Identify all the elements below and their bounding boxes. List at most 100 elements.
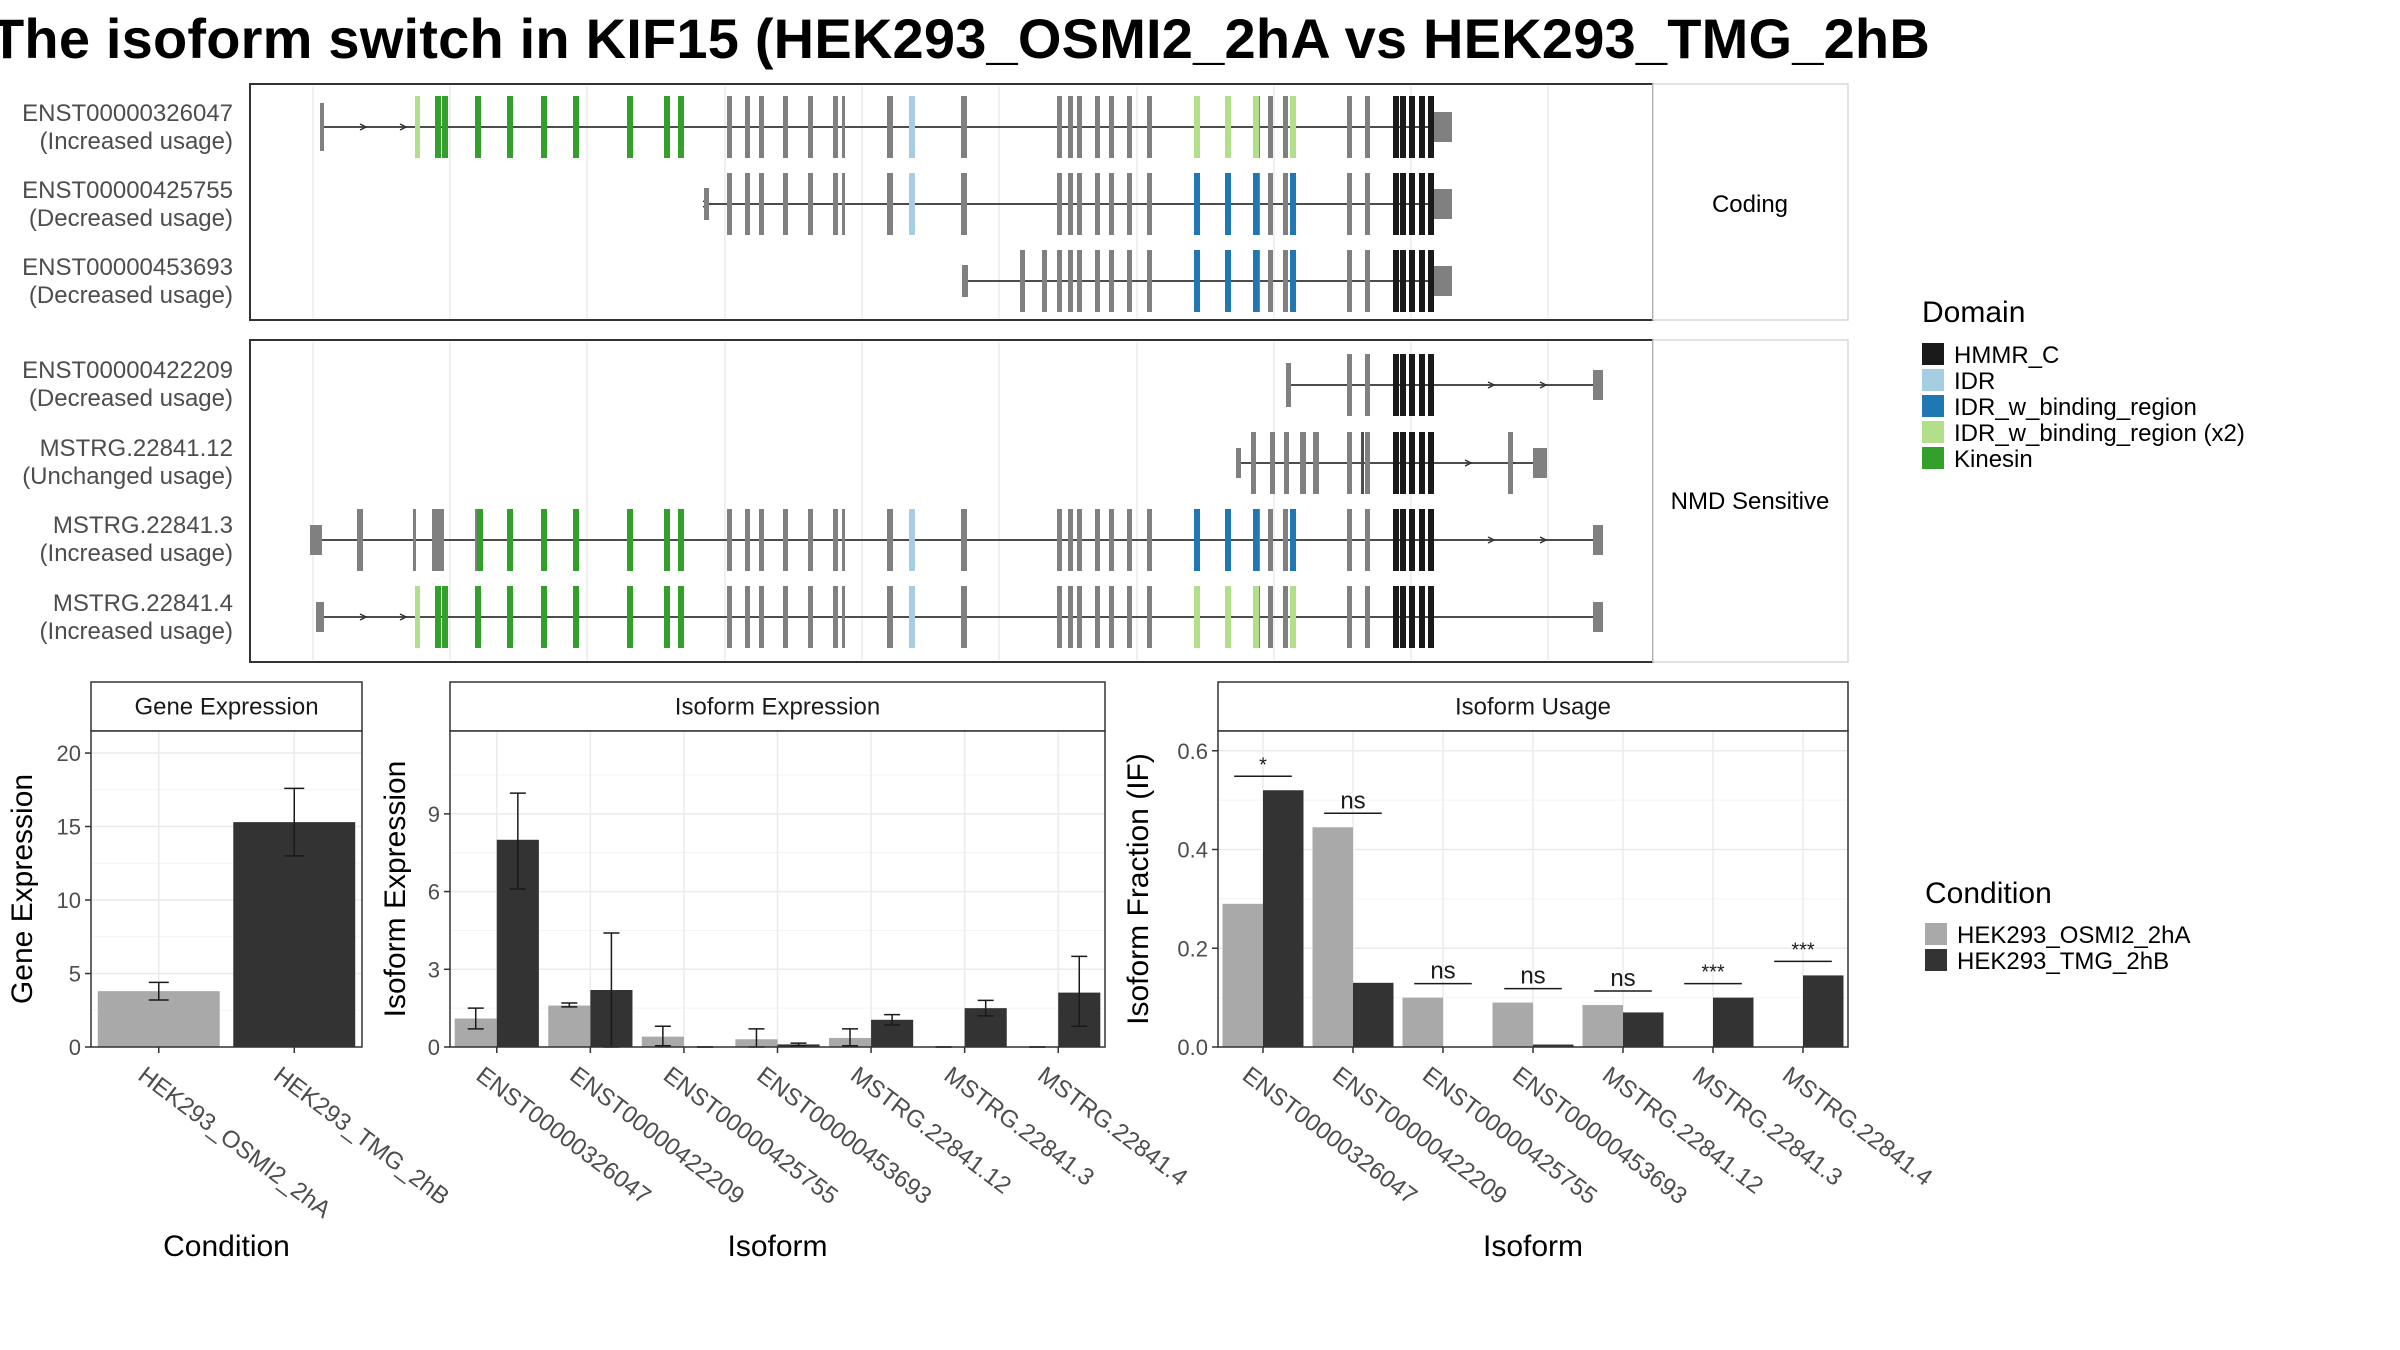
exon-block	[1428, 250, 1434, 312]
exon-block	[1347, 354, 1352, 416]
utr-block	[1236, 448, 1241, 478]
x-tick-label: ENST00000422209	[565, 1062, 750, 1210]
exon-block	[1419, 586, 1425, 648]
exon-block	[759, 509, 764, 571]
legend-label: IDR_w_binding_region	[1954, 394, 2197, 421]
y-axis-title: Gene Expression	[6, 774, 39, 1004]
exon-block	[627, 586, 633, 648]
strand-arrow	[359, 613, 368, 621]
exon-block	[1253, 173, 1259, 235]
facet-strip	[449, 681, 1106, 732]
exon-block	[1419, 432, 1425, 494]
panel-title: Isoform Expression	[675, 694, 880, 721]
structure-tracks	[310, 96, 1603, 648]
exon-block	[1109, 250, 1114, 312]
significance-label: ns	[1610, 965, 1635, 992]
exon-block	[745, 509, 750, 571]
x-tick-label: MSTRG.22841.12	[845, 1062, 1016, 1200]
isoform-label-usage: (Decreased usage)	[29, 282, 233, 309]
exon-block	[1290, 586, 1296, 648]
exon-block	[442, 96, 448, 158]
exon-block	[1400, 432, 1406, 494]
y-tick-label: 0.2	[1177, 936, 1208, 961]
exon-block	[627, 509, 633, 571]
isoform-usage-panel: Isoform Usage 0.0 0.2 0.4 0.6 * ns ns ns ns *** ***…	[1122, 681, 1937, 1263]
legend-key-hmmr-c	[1922, 343, 1944, 365]
exon-block	[1127, 586, 1132, 648]
bar	[1492, 1002, 1533, 1047]
strand-arrow	[399, 613, 408, 621]
bar	[1533, 1044, 1574, 1047]
transcript-track	[702, 173, 1452, 235]
isoform-label-id: ENST00000422209	[22, 357, 233, 384]
exon-block	[1253, 250, 1259, 312]
isoform-label-id: ENST00000453693	[22, 254, 233, 281]
bar	[1222, 903, 1263, 1047]
exon-block	[1068, 586, 1073, 648]
exon-block	[1194, 96, 1200, 158]
exon-block	[541, 586, 547, 648]
y-tick-label: 0	[428, 1035, 440, 1060]
exon-block	[1042, 250, 1047, 312]
y-tick-label: 6	[428, 880, 440, 905]
panel-border	[90, 730, 363, 1048]
y-axis-title: Isoform Expression	[379, 761, 412, 1018]
significance-label: ***	[1701, 962, 1725, 984]
isoform-label-usage: (Increased usage)	[40, 128, 233, 155]
exon-block	[1194, 586, 1200, 648]
exon-block	[759, 586, 764, 648]
legend-label: IDR_w_binding_region (x2)	[1954, 420, 2245, 447]
bar	[1402, 997, 1443, 1047]
exon-block	[808, 586, 813, 648]
y-tick-label: 0.6	[1177, 739, 1208, 764]
exon-block	[1095, 173, 1100, 235]
facet-strip-coding	[1652, 83, 1849, 321]
y-tick-label: 5	[69, 962, 81, 987]
bar	[548, 1005, 591, 1047]
exon-block	[887, 509, 893, 571]
exon-block	[477, 509, 483, 571]
exon-block	[1290, 173, 1296, 235]
exon-block	[1194, 173, 1200, 235]
exon-block	[1268, 586, 1273, 648]
exon-block	[678, 509, 684, 571]
exon-block	[1127, 509, 1132, 571]
legend-label: HEK293_TMG_2hB	[1957, 948, 2169, 975]
exon-block	[909, 586, 915, 648]
exon-block	[1068, 96, 1073, 158]
exon-block	[442, 586, 448, 648]
facet-strip	[90, 681, 363, 732]
exon-block	[1290, 250, 1296, 312]
exon-block	[475, 586, 481, 648]
domain-legend: Domain HMMR_C IDR IDR_w_binding_region I…	[1922, 296, 2245, 473]
condition-legend-title: Condition	[1925, 877, 2052, 910]
exon-block	[1147, 173, 1152, 235]
exon-block	[783, 96, 788, 158]
exon-block	[1419, 354, 1425, 416]
exon-block	[909, 509, 915, 571]
exon-block	[1268, 250, 1273, 312]
exon-block	[1409, 250, 1415, 312]
exon-block	[1508, 432, 1513, 494]
domain-legend-title: Domain	[1922, 296, 2025, 329]
exon-block	[573, 586, 579, 648]
exon-block	[1347, 586, 1352, 648]
transcript-track	[316, 586, 1603, 648]
exon-block	[1365, 173, 1370, 235]
exon-block	[1419, 509, 1425, 571]
strand-arrow	[1487, 536, 1496, 544]
exon-block	[413, 509, 416, 571]
utr-block	[1533, 448, 1547, 478]
significance-label: ***	[1791, 939, 1815, 961]
isoform-expression-panel: Isoform Expression0369ENST00000326047ENS…	[379, 681, 1193, 1263]
exon-block	[1400, 96, 1406, 158]
transcript-track	[310, 509, 1603, 571]
exon-block	[1127, 250, 1132, 312]
y-tick-label: 20	[57, 741, 81, 766]
exon-block	[1400, 509, 1406, 571]
exon-block	[842, 96, 845, 158]
isoform-label-usage: (Decreased usage)	[29, 385, 233, 412]
exon-block	[1253, 96, 1259, 158]
exon-block	[1283, 173, 1288, 235]
